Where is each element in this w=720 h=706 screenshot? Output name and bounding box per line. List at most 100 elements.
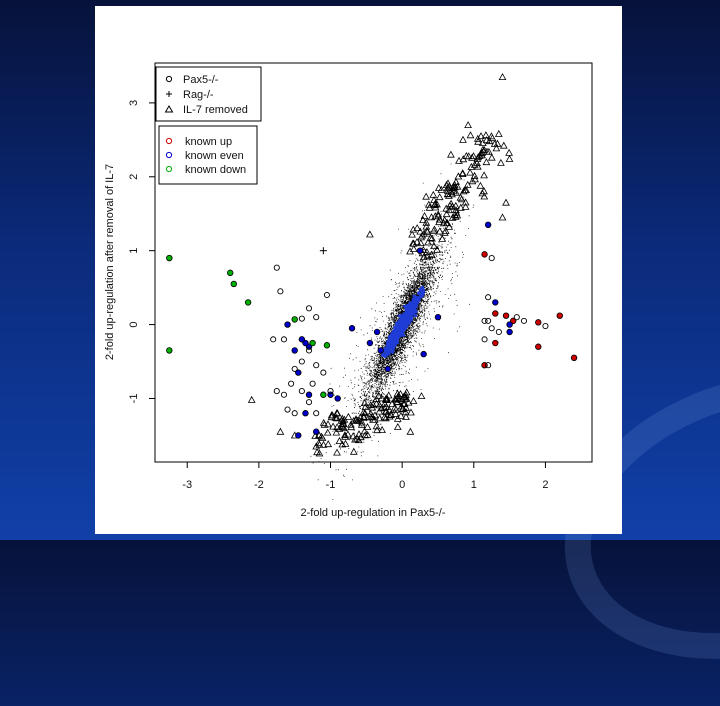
- pax5-point: [542, 322, 549, 330]
- legend-blue-marker: [165, 151, 173, 159]
- x-axis-title: 2-fold up-regulation in Pax5-/-: [301, 507, 446, 519]
- y-tick-label: 1: [128, 248, 140, 254]
- colored-point: [302, 410, 309, 417]
- colored-point: [366, 339, 374, 347]
- plot-frame: [154, 62, 593, 463]
- pax5-point: [305, 305, 313, 312]
- rag-point: [319, 247, 327, 255]
- pax5-point: [284, 406, 291, 413]
- pax5-point: [291, 365, 298, 372]
- y-axis-title: 2-fold up-regulation after removal of IL…: [104, 164, 116, 360]
- pax5-point: [323, 291, 330, 299]
- known-even-cloud: [380, 285, 426, 358]
- pax5-point: [277, 288, 284, 295]
- pax5-point: [291, 410, 298, 417]
- y-tick-label: 0: [128, 322, 140, 328]
- colored-point: [227, 269, 234, 277]
- colored-point: [384, 365, 392, 373]
- colored-point: [291, 347, 298, 354]
- dense-point-cloud: [309, 163, 475, 500]
- pax5-point: [305, 347, 313, 354]
- pax5-point: [273, 264, 280, 271]
- colored-point: [230, 280, 238, 288]
- pax5-point: [305, 399, 313, 406]
- colored-point: [284, 321, 291, 328]
- legend-green-marker: [165, 165, 173, 173]
- x-tick-label: -3: [182, 479, 192, 491]
- pax5-point: [481, 336, 488, 343]
- colored-point: [535, 343, 542, 350]
- pax5-point: [488, 255, 495, 262]
- legend-label-il7: IL-7 removed: [183, 104, 248, 116]
- legend-plus-marker: [166, 91, 172, 97]
- pax5-point: [313, 362, 320, 369]
- pax5-point: [520, 317, 527, 324]
- series-rag-: [319, 247, 327, 255]
- colored-point: [556, 312, 563, 319]
- colored-point: [295, 369, 302, 376]
- colored-point: [377, 347, 384, 354]
- pax5-point: [298, 388, 305, 395]
- y-tick-label: 2: [128, 174, 140, 180]
- colored-point: [420, 350, 427, 358]
- legend-label-pax5: Pax5-/-: [183, 74, 219, 86]
- colored-point: [506, 328, 513, 336]
- pax5-point: [485, 294, 492, 301]
- pax5-point: [288, 380, 295, 387]
- colored-point: [506, 321, 513, 328]
- y-axis: -1 0 1 2 3: [128, 100, 155, 404]
- colored-point: [334, 395, 341, 402]
- colored-point: [492, 339, 499, 347]
- known-even-core: [380, 285, 426, 358]
- pax5-point: [298, 315, 305, 322]
- chart-panel: -3 -2 -1 0 1 2 -1 0 1 2 3 2-fold up-regulation in…: [95, 6, 622, 534]
- colored-point: [481, 251, 488, 258]
- y-tick-label: 3: [128, 100, 140, 106]
- pax5-point: [280, 391, 288, 398]
- pax5-point: [485, 362, 492, 369]
- colored-point: [535, 319, 542, 326]
- colored-point: [295, 432, 302, 439]
- background-dot-cloud: [309, 163, 475, 500]
- legend-colors: known up known even known down: [158, 125, 258, 185]
- colored-point: [484, 221, 492, 229]
- pax5-point: [481, 317, 488, 324]
- pax5-point: [320, 369, 327, 376]
- legend-colors-box: [158, 125, 258, 185]
- il7-removed-points: [247, 72, 514, 457]
- legend-shapes: Pax5-/- Rag-/- IL-7 removed: [155, 66, 262, 122]
- pax5-point: [495, 328, 502, 336]
- colored-point: [434, 313, 442, 321]
- pax5-point: [327, 388, 334, 395]
- legend-label-known-even: known even: [185, 150, 244, 162]
- colored-point: [570, 354, 578, 362]
- colored-point: [298, 336, 306, 343]
- x-tick-label: -2: [254, 479, 264, 491]
- series-known-down: [166, 254, 331, 398]
- series-pax5-: [270, 255, 549, 417]
- colored-point: [373, 328, 381, 336]
- pax5-point: [313, 410, 320, 417]
- pax5-point: [309, 380, 316, 387]
- legend-circle-marker: [165, 75, 173, 83]
- colored-point: [244, 299, 252, 306]
- colored-point: [320, 391, 327, 398]
- colored-point: [166, 254, 173, 262]
- legend-red-marker: [165, 137, 173, 145]
- legend-triangle-marker: [164, 105, 174, 113]
- pax5-point: [273, 388, 280, 395]
- legend-label-rag: Rag-/-: [183, 89, 214, 101]
- y-tick-label: -1: [128, 394, 140, 404]
- legend-shapes-box: [155, 66, 262, 122]
- legend-label-known-down: known down: [185, 164, 246, 176]
- colored-point: [166, 347, 173, 354]
- colored-point: [502, 312, 510, 319]
- pax5-point: [485, 317, 492, 324]
- colored-point: [323, 342, 331, 349]
- pax5-point: [513, 314, 520, 321]
- colored-point: [492, 310, 499, 317]
- pax5-point: [280, 336, 288, 343]
- colored-point: [492, 299, 499, 306]
- x-tick-label: 1: [471, 479, 477, 491]
- il7-triangles: [247, 72, 514, 457]
